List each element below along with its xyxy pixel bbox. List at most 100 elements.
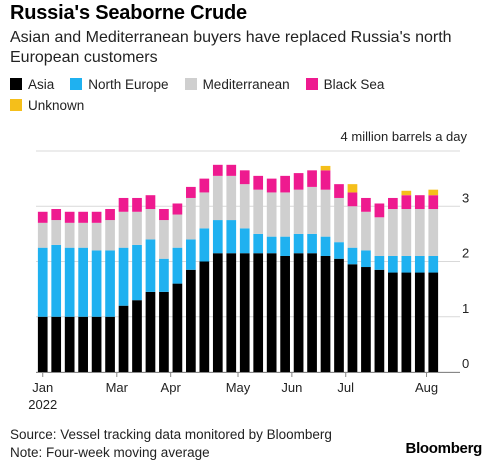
bar-segment-black-sea [253,175,264,190]
bar-segment-north-europe [145,239,156,292]
bar-segment-north-europe [118,247,129,306]
bar-segment-mediterranean [132,211,142,245]
y-tick-label: 3 [462,190,469,205]
bar-segment-north-europe [212,220,223,254]
bar-segment-north-europe [414,255,425,273]
source-note: Source: Vessel tracking data monitored b… [10,426,332,462]
bar-segment-mediterranean [428,209,439,256]
bar-segment-mediterranean [91,222,102,251]
bar-segment-north-europe [401,255,412,273]
bar-segment-unknown [401,190,412,196]
bar-segment-asia [132,300,142,372]
bar-segment-mediterranean [212,175,223,221]
bar-segment-asia [91,316,102,372]
bar-segment-asia [414,272,425,372]
bars [37,164,439,372]
legend-swatch-asia [10,78,22,90]
legend-label-unknown: Unknown [28,97,85,113]
bar-segment-north-europe [105,250,115,317]
x-year-label: 2022 [28,397,57,412]
bar-segment-mediterranean [239,184,250,229]
bar-segment-north-europe [132,244,142,301]
legend-item-north-europe: North Europe [70,74,169,94]
bar-segment-black-sea [78,211,88,223]
bar-segment-black-sea [320,170,331,190]
bar-segment-unknown [428,189,439,196]
bar-segment-asia [253,253,264,372]
bar-segment-north-europe [361,250,371,268]
bar-segment-north-europe [51,244,62,317]
y-tick-label: 1 [462,301,469,316]
legend-swatch-unknown [10,99,22,111]
legend-swatch-north-europe [70,78,83,90]
bloomberg-logo: Bloomberg [405,440,483,457]
legend-swatch-black-sea [305,78,318,90]
bar-segment-mediterranean [37,222,48,248]
bar-segment-mediterranean [388,209,398,256]
axes: 0 1 2 3 4 million barrels a day Jan Mar Apr May J… [28,129,469,412]
bar-segment-asia [266,253,277,372]
bar-segment-north-europe [388,255,398,273]
bar-segment-mediterranean [280,192,290,237]
bar-segment-black-sea [172,203,183,215]
x-tick-label: Jan [32,380,53,395]
x-tick-label: May [226,380,251,395]
bar-segment-mediterranean [253,189,264,234]
bar-segment-asia [118,305,129,372]
bar-segment-north-europe [159,258,169,292]
bar-segment-asia [78,316,88,372]
bar-segment-mediterranean [118,211,129,248]
bar-segment-mediterranean [226,175,237,221]
bar-segment-north-europe [280,236,290,256]
bar-segment-asia [172,283,183,372]
bar-segment-black-sea [293,173,304,190]
bar-segment-black-sea [159,209,169,221]
bar-segment-asia [334,258,344,372]
bar-segment-black-sea [361,197,371,212]
bar-segment-black-sea [388,197,398,210]
bar-segment-north-europe [374,255,385,270]
bar-segment-north-europe [239,228,250,254]
bar-segment-black-sea [132,197,142,212]
bar-segment-black-sea [51,209,62,221]
y-tick-label: 0 [462,356,469,371]
bar-segment-asia [51,316,62,372]
bar-segment-mediterranean [145,209,156,240]
legend-item-mediterranean: Mediterranean [184,74,290,94]
x-tick-label: Apr [161,380,182,395]
legend-label-north-europe: North Europe [88,76,169,92]
bar-segment-asia [320,255,331,372]
bar-segment-asia [428,272,439,372]
chart-title: Russia's Seaborne Crude [10,2,247,24]
bar-segment-north-europe [37,247,48,317]
bar-segment-black-sea [37,211,48,223]
bar-segment-black-sea [374,203,385,218]
bar-segment-asia [361,267,371,372]
bar-segment-asia [239,253,250,372]
x-tick-label: Aug [415,380,438,395]
legend-label-black-sea: Black Sea [323,76,385,92]
bar-segment-mediterranean [347,206,358,248]
bar-segment-mediterranean [51,220,62,245]
bar-segment-asia [307,253,317,372]
bar-segment-black-sea [428,195,439,210]
bar-segment-asia [37,316,48,372]
bar-segment-asia [401,272,412,372]
bar-segment-north-europe [199,228,210,262]
bar-segment-black-sea [105,209,115,221]
bar-segment-mediterranean [199,192,210,229]
bar-segment-asia [186,269,196,372]
bar-segment-mediterranean [78,222,88,248]
bar-segment-black-sea [239,170,250,185]
bar-segment-black-sea [307,170,317,187]
bar-segment-asia [64,316,75,372]
bar-segment-black-sea [145,195,156,210]
bar-segment-mediterranean [361,211,371,251]
y-tick-label: 2 [462,246,469,261]
bar-segment-mediterranean [414,209,425,256]
bar-segment-black-sea [347,192,358,207]
bar-segment-mediterranean [401,209,412,256]
bar-segment-black-sea [64,211,75,223]
bar-segment-north-europe [253,233,264,254]
